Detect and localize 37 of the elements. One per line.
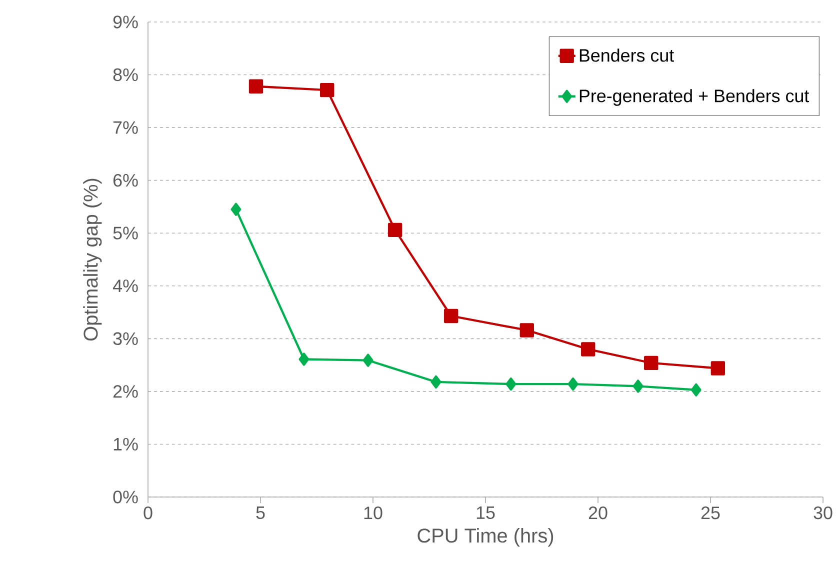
y-tick-label: 2% xyxy=(113,385,138,398)
point xyxy=(520,323,534,338)
y-tick-label: 7% xyxy=(113,121,138,134)
y-tick-label: 5% xyxy=(113,226,138,240)
x-tick-label: 0 xyxy=(144,506,152,520)
y-tick-label: 3% xyxy=(113,332,138,346)
point xyxy=(320,82,334,98)
point xyxy=(230,202,242,216)
point xyxy=(298,352,310,366)
point xyxy=(444,308,458,324)
x-tick-label: 5 xyxy=(256,506,265,520)
point xyxy=(430,375,442,389)
y-tick-label: 8% xyxy=(113,68,138,82)
point xyxy=(644,356,658,370)
point xyxy=(248,79,264,94)
point xyxy=(362,354,374,367)
y-tick-label: 4% xyxy=(112,280,138,292)
point xyxy=(710,361,726,376)
point xyxy=(506,377,516,391)
x-tick-label: 15 xyxy=(476,506,495,520)
point xyxy=(581,342,596,356)
y-tick-label: 1% xyxy=(114,438,138,450)
y-tick-label: 6% xyxy=(113,174,138,187)
point xyxy=(388,222,402,238)
point xyxy=(690,383,702,396)
x-tick-label: 20 xyxy=(588,506,608,520)
x-tick-label: 25 xyxy=(701,506,720,520)
x-tick-label: 10 xyxy=(364,506,382,520)
y-axis-title: Optimality gap (%) xyxy=(83,178,102,340)
point xyxy=(568,377,578,391)
x-axis-title: CPU Time (hrs) xyxy=(418,528,554,547)
legend-label: Benders cut xyxy=(580,48,674,62)
point xyxy=(632,380,644,393)
x-tick-label: 30 xyxy=(814,506,832,520)
y-tick-label: 0% xyxy=(113,490,138,504)
legend-label: Pre-generated + Benders cut xyxy=(580,89,810,106)
y-tick-label: 9% xyxy=(113,16,138,28)
